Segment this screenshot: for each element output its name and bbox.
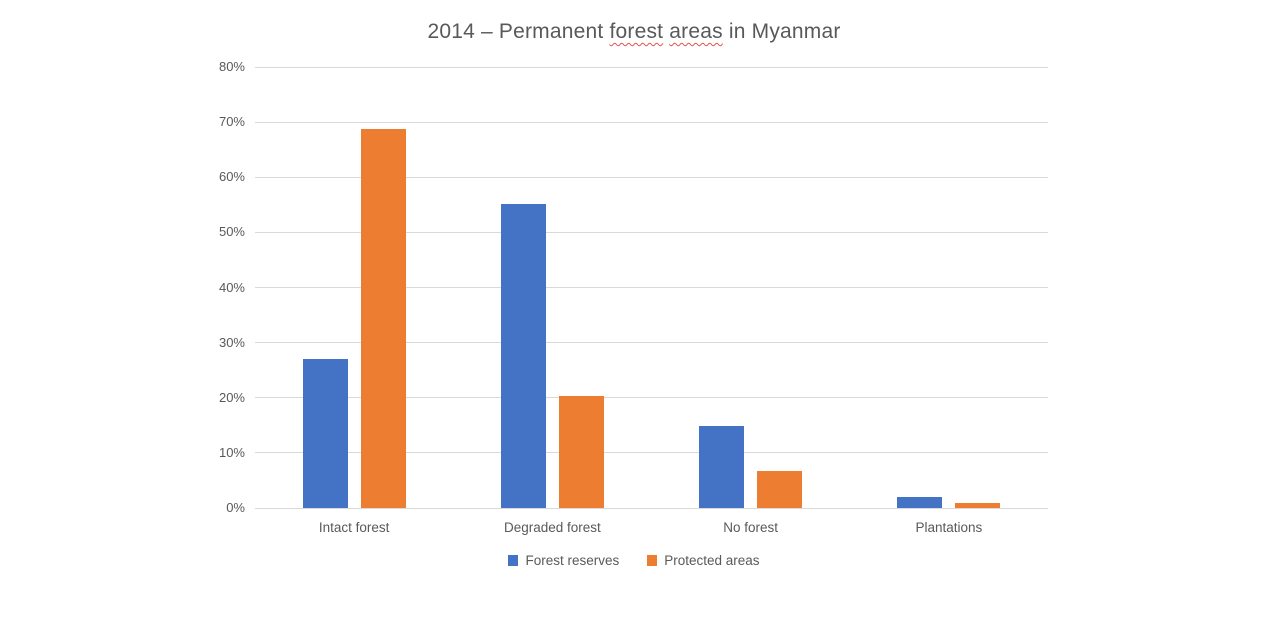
bar-forest-reserves-intact-forest — [302, 359, 348, 508]
x-tick-label-intact-forest: Intact forest — [318, 520, 390, 535]
legend-label: Forest reserves — [525, 553, 620, 568]
legend-item-forest-reserves: Forest reserves — [508, 553, 619, 568]
legend-label: Protected areas — [664, 553, 760, 568]
y-tick-label-50: 50% — [218, 224, 245, 240]
y-tick-label-40: 40% — [218, 279, 245, 295]
y-tick-label-60: 60% — [218, 169, 245, 185]
y-tick-label-10: 10% — [218, 444, 245, 460]
legend-swatch-icon — [647, 555, 658, 566]
legend: Forest reserves Protected areas — [0, 553, 1268, 568]
gridline-10 — [255, 452, 1048, 454]
bar-protected-areas-plantations — [955, 503, 1001, 508]
gridline-70 — [255, 121, 1048, 123]
x-tick-label-plantations: Plantations — [915, 520, 983, 535]
gridline-20 — [255, 397, 1048, 399]
gridline-0 — [255, 507, 1048, 509]
chart-title-misspelled-word-2: areas — [669, 20, 723, 43]
gridline-80 — [255, 66, 1048, 68]
legend-item-protected-areas: Protected areas — [647, 553, 760, 568]
chart-title-suffix: in Myanmar — [728, 20, 841, 43]
bar-forest-reserves-no-forest — [699, 426, 745, 508]
chart-title-prefix: 2014 – Permanent — [427, 20, 604, 43]
y-tick-label-70: 70% — [218, 114, 245, 130]
gridline-60 — [255, 176, 1048, 178]
x-tick-label-no-forest: No forest — [723, 520, 779, 535]
y-tick-label-0: 0% — [226, 500, 245, 515]
chart-title: 2014 – Permanent forest areas in Myanmar — [0, 20, 1268, 44]
gridline-40 — [255, 287, 1048, 288]
gridline-30 — [255, 342, 1048, 344]
plot-area — [255, 66, 1048, 509]
bar-protected-areas-degraded-forest — [558, 395, 604, 508]
bar-protected-areas-intact-forest — [360, 128, 406, 508]
x-tick-label-degraded-forest: Degraded forest — [503, 520, 601, 535]
bar-forest-reserves-plantations — [897, 496, 943, 508]
gridline-50 — [255, 231, 1048, 233]
bar-protected-areas-no-forest — [757, 470, 803, 508]
y-tick-label-80: 80% — [218, 59, 245, 74]
y-tick-label-30: 30% — [218, 334, 245, 350]
legend-swatch-icon — [508, 555, 519, 566]
chart-title-misspelled-word-1: forest — [609, 20, 664, 43]
bar-forest-reserves-degraded-forest — [500, 203, 546, 508]
y-tick-label-20: 20% — [218, 389, 245, 405]
